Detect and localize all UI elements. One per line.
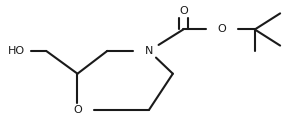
Text: O: O — [218, 25, 226, 34]
Text: HO: HO — [8, 46, 25, 56]
Text: N: N — [145, 46, 153, 56]
Text: O: O — [73, 105, 82, 115]
Text: O: O — [179, 6, 188, 16]
